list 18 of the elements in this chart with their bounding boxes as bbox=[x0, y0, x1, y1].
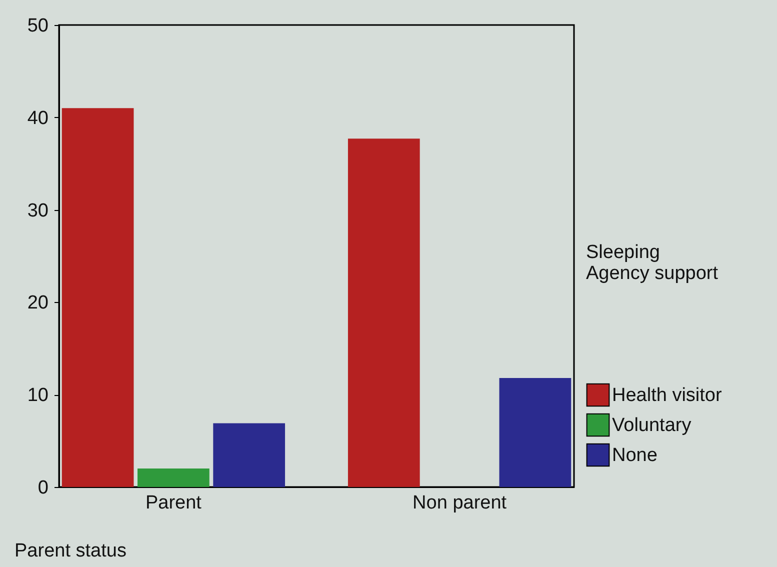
bar bbox=[213, 423, 286, 487]
y-tick-label: 30 bbox=[27, 200, 48, 222]
x-tick-label: Non parent bbox=[412, 492, 508, 514]
y-tick-label: 10 bbox=[27, 385, 48, 406]
bar bbox=[138, 468, 210, 487]
y-tick-label: 0 bbox=[38, 478, 48, 498]
legend-label: Voluntary bbox=[612, 415, 692, 436]
y-tick-label: 50 bbox=[27, 16, 48, 36]
y-tick-label: 20 bbox=[27, 292, 48, 314]
legend-label: None bbox=[612, 445, 658, 466]
x-tick-label: Parent bbox=[145, 492, 202, 514]
bar bbox=[348, 138, 420, 487]
legend-label: Health visitor bbox=[612, 385, 722, 406]
y-tick-label: 40 bbox=[27, 108, 48, 129]
bar bbox=[62, 108, 134, 487]
x-axis-title: Parent status bbox=[14, 540, 126, 562]
legend-title: Sleeping Agency support bbox=[586, 242, 719, 284]
bar bbox=[499, 378, 572, 487]
